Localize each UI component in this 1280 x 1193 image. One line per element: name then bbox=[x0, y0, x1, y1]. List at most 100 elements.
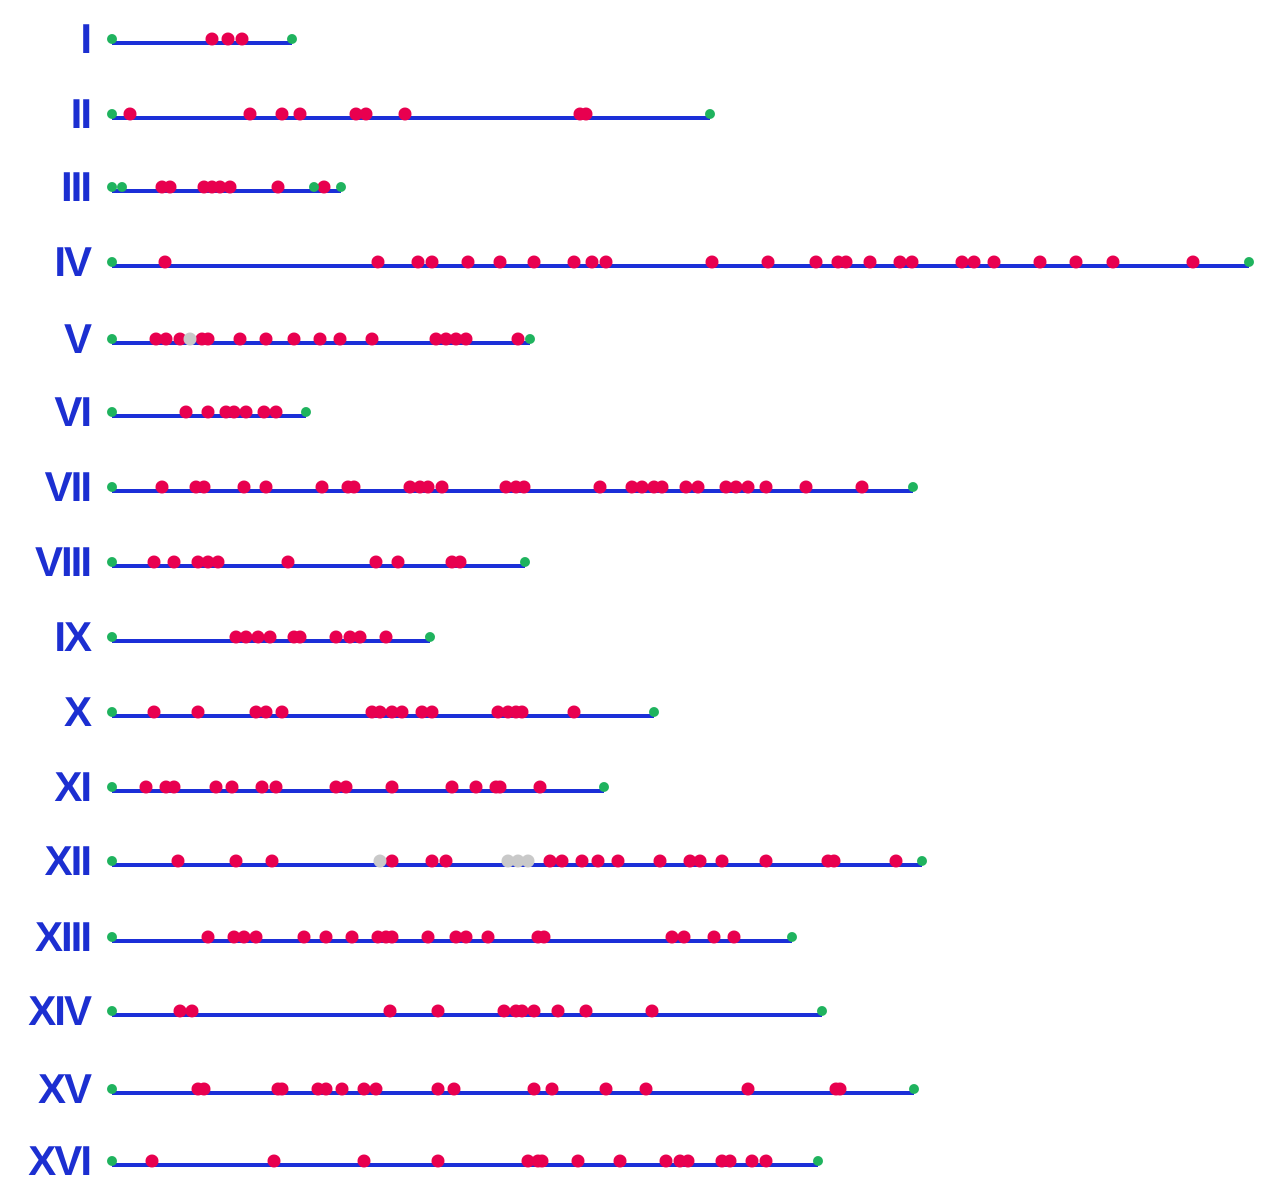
red-marker bbox=[213, 180, 227, 194]
chromosome-label: I bbox=[80, 15, 90, 62]
red-marker bbox=[1106, 255, 1120, 269]
red-marker bbox=[398, 107, 412, 121]
red-marker bbox=[201, 332, 215, 346]
red-marker bbox=[211, 555, 225, 569]
chromosome-label: XII bbox=[45, 837, 90, 884]
green-marker bbox=[107, 707, 117, 717]
red-marker bbox=[759, 854, 773, 868]
red-marker bbox=[719, 480, 733, 494]
green-marker bbox=[107, 109, 117, 119]
red-marker bbox=[201, 555, 215, 569]
red-marker bbox=[533, 780, 547, 794]
red-marker bbox=[893, 255, 907, 269]
red-marker bbox=[517, 480, 531, 494]
red-marker bbox=[527, 1004, 541, 1018]
red-marker bbox=[527, 1082, 541, 1096]
green-marker bbox=[107, 1084, 117, 1094]
red-marker bbox=[163, 180, 177, 194]
green-marker bbox=[107, 932, 117, 942]
red-marker bbox=[591, 854, 605, 868]
red-marker bbox=[447, 1082, 461, 1096]
red-marker bbox=[297, 930, 311, 944]
chromosome-label: XIII bbox=[35, 913, 90, 960]
red-marker bbox=[511, 332, 525, 346]
red-marker bbox=[225, 780, 239, 794]
red-marker bbox=[145, 1154, 159, 1168]
red-marker bbox=[575, 854, 589, 868]
red-marker bbox=[555, 854, 569, 868]
red-marker bbox=[665, 930, 679, 944]
red-marker bbox=[221, 32, 235, 46]
green-marker bbox=[599, 782, 609, 792]
green-marker bbox=[107, 632, 117, 642]
green-marker bbox=[705, 109, 715, 119]
red-marker bbox=[707, 930, 721, 944]
red-marker bbox=[415, 705, 429, 719]
red-marker bbox=[391, 555, 405, 569]
red-marker bbox=[705, 255, 719, 269]
red-marker bbox=[827, 854, 841, 868]
red-marker bbox=[259, 705, 273, 719]
red-marker bbox=[385, 854, 399, 868]
red-marker bbox=[369, 555, 383, 569]
red-marker bbox=[343, 630, 357, 644]
red-marker bbox=[741, 480, 755, 494]
red-marker bbox=[201, 930, 215, 944]
red-marker bbox=[745, 1154, 759, 1168]
red-marker bbox=[223, 180, 237, 194]
red-marker bbox=[905, 255, 919, 269]
red-marker bbox=[147, 705, 161, 719]
red-marker bbox=[741, 1082, 755, 1096]
red-marker bbox=[515, 1004, 529, 1018]
red-marker bbox=[677, 930, 691, 944]
red-marker bbox=[1069, 255, 1083, 269]
red-marker bbox=[123, 107, 137, 121]
red-marker bbox=[453, 555, 467, 569]
red-marker bbox=[149, 332, 163, 346]
red-marker bbox=[499, 480, 513, 494]
red-marker bbox=[727, 930, 741, 944]
red-marker bbox=[237, 480, 251, 494]
red-marker bbox=[759, 480, 773, 494]
green-marker bbox=[107, 257, 117, 267]
red-marker bbox=[167, 780, 181, 794]
red-marker bbox=[579, 107, 593, 121]
red-marker bbox=[497, 1004, 511, 1018]
green-marker bbox=[525, 334, 535, 344]
chromosome-label: IX bbox=[54, 613, 92, 660]
red-marker bbox=[349, 107, 363, 121]
red-marker bbox=[155, 480, 169, 494]
red-marker bbox=[357, 1082, 371, 1096]
red-marker bbox=[635, 480, 649, 494]
red-marker bbox=[345, 930, 359, 944]
green-marker bbox=[520, 557, 530, 567]
green-marker bbox=[107, 334, 117, 344]
red-marker bbox=[425, 854, 439, 868]
red-marker bbox=[431, 1004, 445, 1018]
red-marker bbox=[1033, 255, 1047, 269]
red-marker bbox=[395, 705, 409, 719]
red-marker bbox=[527, 255, 541, 269]
red-marker bbox=[551, 1004, 565, 1018]
red-marker bbox=[571, 1154, 585, 1168]
red-marker bbox=[655, 480, 669, 494]
green-marker bbox=[787, 932, 797, 942]
green-marker bbox=[107, 782, 117, 792]
red-marker bbox=[259, 480, 273, 494]
red-marker bbox=[159, 332, 173, 346]
red-marker bbox=[357, 1154, 371, 1168]
red-marker bbox=[227, 405, 241, 419]
red-marker bbox=[227, 930, 241, 944]
green-marker bbox=[817, 1006, 827, 1016]
red-marker bbox=[293, 630, 307, 644]
red-marker bbox=[1186, 255, 1200, 269]
red-marker bbox=[173, 1004, 187, 1018]
red-marker bbox=[385, 780, 399, 794]
chromosome-label: III bbox=[61, 163, 90, 210]
red-marker bbox=[759, 1154, 773, 1168]
red-marker bbox=[955, 255, 969, 269]
red-marker bbox=[625, 480, 639, 494]
red-marker bbox=[833, 1082, 847, 1096]
green-marker bbox=[107, 407, 117, 417]
red-marker bbox=[315, 480, 329, 494]
